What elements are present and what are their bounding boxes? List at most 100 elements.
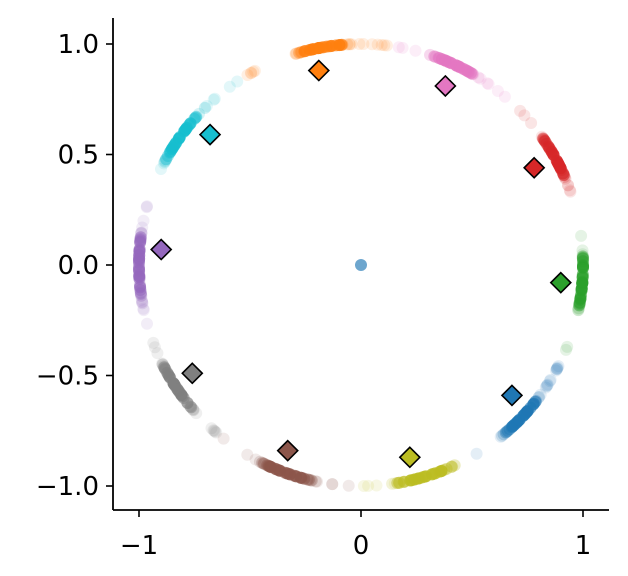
scatter-point — [199, 101, 212, 114]
scatter-point — [474, 72, 487, 85]
scatter-point — [304, 474, 317, 487]
scatter-point — [577, 260, 589, 273]
scatter-point — [295, 46, 308, 59]
scatter-point — [428, 50, 441, 63]
scatter-point — [362, 479, 375, 492]
y-tick-label: 0.0 — [58, 251, 99, 281]
scatter-point — [370, 479, 383, 492]
scatter-point — [177, 392, 190, 404]
scatter-point — [161, 150, 174, 162]
scatter-point — [378, 39, 391, 52]
scatter-point — [551, 362, 564, 375]
scatter-point — [448, 459, 461, 472]
scatter-point — [440, 462, 453, 475]
scatter-point — [470, 447, 483, 460]
scatter-point — [529, 395, 542, 408]
x-tick-label: −1 — [120, 531, 158, 561]
scatter-point — [293, 46, 306, 59]
scatter-point — [148, 341, 161, 354]
scatter-point — [537, 133, 550, 146]
scatter-point — [247, 65, 260, 78]
scatter-point — [200, 100, 213, 112]
scatter-point — [244, 67, 257, 80]
scatter-point — [534, 388, 547, 401]
scatter-point — [134, 287, 147, 300]
scatter-point — [231, 75, 244, 88]
scatter-point — [533, 391, 545, 403]
scatter-point — [433, 465, 446, 478]
scatter-point — [309, 475, 322, 488]
scatter-point — [302, 473, 315, 486]
scatter-point — [245, 66, 258, 79]
scatter-point — [141, 317, 153, 330]
cluster-marker — [276, 439, 299, 462]
scatter-point — [446, 460, 459, 473]
scatter-point — [299, 45, 312, 58]
scatter-point — [564, 185, 577, 198]
scatter-point — [342, 479, 355, 492]
scatter-point — [537, 132, 550, 145]
scatter-point — [248, 64, 261, 77]
scatter-point — [527, 398, 540, 411]
scatter-point — [186, 403, 199, 416]
scatter-point — [133, 272, 146, 285]
scatter-point — [217, 432, 230, 445]
scatter-point — [208, 92, 221, 105]
scatter-point — [371, 38, 384, 51]
scatter-point — [491, 85, 504, 97]
scatter-point — [298, 472, 311, 485]
scatter-point — [550, 364, 563, 377]
scatter-point — [137, 214, 150, 227]
scatter-point — [184, 400, 197, 413]
scatter-point — [164, 144, 177, 157]
scatter-point — [299, 45, 312, 58]
scatter-point — [445, 460, 458, 473]
scatter-point — [539, 135, 551, 148]
scatter-point — [538, 134, 551, 147]
scatter-point — [375, 39, 388, 51]
scatter-point — [445, 460, 458, 473]
scatter-point — [445, 460, 458, 473]
scatter-point — [498, 90, 511, 103]
cluster-marker — [150, 238, 173, 261]
scatter-point — [134, 284, 147, 296]
cluster-marker — [434, 74, 457, 98]
scatter-point — [540, 137, 553, 150]
scatter-point — [435, 53, 448, 66]
scatter-point — [209, 425, 222, 438]
scatter-point — [135, 289, 148, 302]
scatter-point — [572, 304, 585, 317]
scatter-point — [576, 250, 589, 263]
scatter-point — [448, 459, 461, 472]
scatter-point — [210, 426, 223, 439]
scatter-point — [187, 404, 200, 417]
scatter-point — [141, 200, 153, 213]
scatter-point — [438, 463, 451, 476]
scatter-point — [576, 252, 589, 265]
scatter-point — [357, 480, 370, 492]
scatter-point — [424, 48, 436, 61]
scatter-point — [136, 295, 149, 308]
cluster-marker — [198, 123, 222, 146]
scatter-point — [576, 252, 589, 265]
scatter-point — [432, 51, 445, 64]
scatter-point — [187, 403, 200, 416]
scatter-point — [550, 363, 563, 376]
scatter-point — [326, 478, 339, 491]
scatter-point — [156, 357, 169, 370]
scatter-point — [560, 343, 572, 356]
scatter-point — [137, 302, 150, 315]
scatter-point — [537, 133, 550, 146]
scatter-point — [527, 397, 540, 410]
scatter-point — [290, 47, 303, 60]
scatter-point — [550, 362, 563, 375]
scatter-point — [159, 155, 172, 167]
scatter-point — [380, 39, 393, 52]
scatter-point — [497, 428, 510, 441]
scatter-point — [345, 38, 358, 51]
scatter-point — [164, 146, 177, 158]
scatter-point — [207, 424, 220, 437]
center-point — [355, 259, 367, 271]
cluster-marker — [549, 271, 572, 294]
